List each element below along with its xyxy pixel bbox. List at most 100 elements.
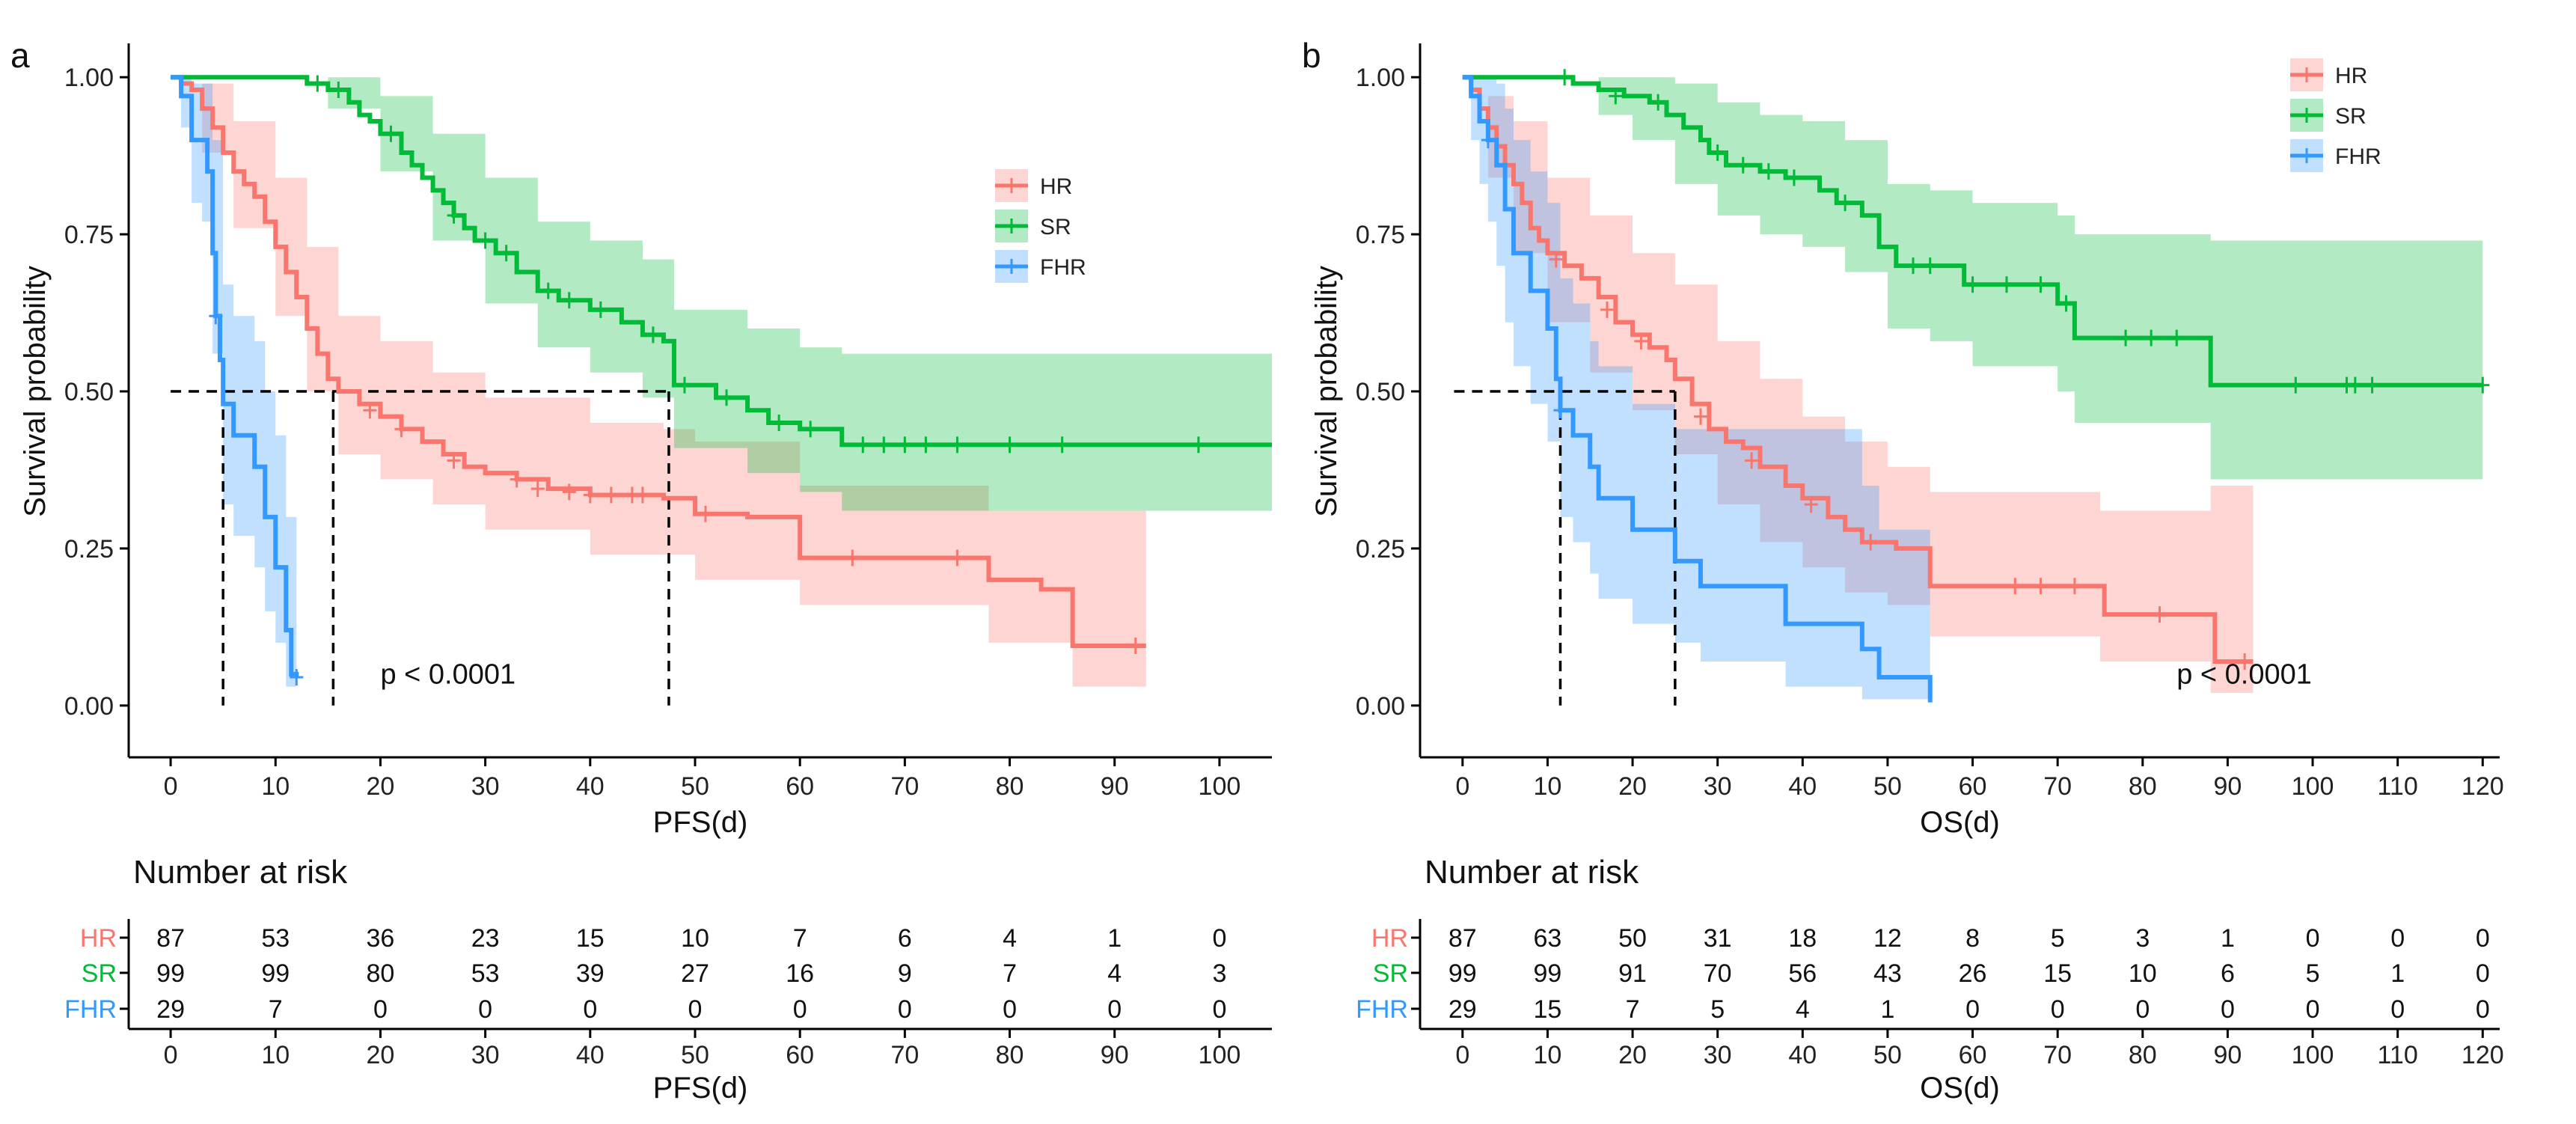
y-axis-title: Survival probability	[19, 266, 52, 517]
x-tick-label: 110	[2378, 772, 2418, 801]
censor-mark-fhr	[1481, 132, 1495, 149]
risk-x-tick-label: 100	[2292, 1041, 2334, 1069]
x-tick-label: 30	[1704, 772, 1732, 801]
risk-value: 8	[1965, 924, 1980, 953]
risk-value: 18	[1788, 924, 1817, 953]
risk-x-tick-label: 70	[890, 1041, 919, 1069]
x-tick-label: 70	[890, 772, 919, 801]
risk-value: 7	[1003, 959, 1017, 988]
risk-value: 99	[156, 959, 185, 988]
risk-value: 53	[471, 959, 500, 988]
censor-mark-sr	[646, 326, 660, 343]
risk-value: 5	[2051, 924, 2065, 953]
ci-band-fhr	[171, 77, 297, 700]
risk-value: 99	[261, 959, 290, 988]
risk-x-tick-label: 80	[996, 1041, 1024, 1069]
legend-label-fhr: FHR	[2335, 144, 2381, 169]
censor-mark-sr	[447, 207, 461, 224]
x-tick-label: 100	[2292, 772, 2334, 801]
censor-mark-sr	[1558, 69, 1572, 86]
risk-value: 27	[681, 959, 709, 988]
censor-mark-sr	[1923, 257, 1937, 275]
risk-value: 1	[1880, 995, 1894, 1024]
censor-mark-sr	[1761, 163, 1775, 180]
risk-x-tick-label: 90	[2213, 1041, 2242, 1069]
risk-value: 0	[2476, 924, 2490, 953]
x-tick-label: 70	[2043, 772, 2072, 801]
risk-row-label-hr: HR	[1371, 924, 1408, 953]
censor-mark-hr	[2008, 578, 2022, 595]
risk-value: 7	[269, 995, 283, 1024]
risk-value: 70	[1704, 959, 1732, 988]
risk-value: 5	[2306, 959, 2320, 988]
legend-label-sr: SR	[1040, 215, 1071, 239]
risk-value: 0	[2306, 924, 2320, 953]
x-tick-label: 60	[1959, 772, 1987, 801]
ci-band-sr	[171, 77, 1273, 511]
risk-value: 0	[478, 995, 492, 1024]
x-tick-label: 90	[1101, 772, 1129, 801]
risk-value: 0	[1965, 995, 1980, 1024]
ci-band-fhr	[1462, 77, 1930, 706]
censor-mark-sr	[1787, 169, 1801, 186]
survival-curve-fhr	[1462, 75, 1933, 703]
risk-value: 29	[1448, 995, 1477, 1024]
risk-value: 99	[1534, 959, 1562, 988]
risk-value: 56	[1788, 959, 1817, 988]
risk-value: 15	[1534, 995, 1562, 1024]
y-tick-label: 0.75	[64, 221, 114, 249]
risk-value: 16	[786, 959, 814, 988]
risk-x-tick-label: 110	[2378, 1041, 2418, 1069]
censor-mark-hr	[1549, 251, 1563, 268]
risk-row-label-sr: SR	[1373, 959, 1408, 988]
censor-mark-sr	[1609, 88, 1623, 105]
censor-mark-sr	[310, 75, 325, 92]
censor-mark-sr	[950, 436, 964, 453]
censor-mark-sr	[2034, 276, 2048, 293]
survival-curve-fhr	[171, 75, 299, 678]
censor-mark-sr	[1965, 276, 1980, 293]
risk-value: 0	[2390, 924, 2405, 953]
panel-a: a0.000.250.500.751.000 10 20 30 40 50 60 70 80 90…	[10, 36, 1273, 1105]
censor-mark-sr	[2365, 376, 2379, 394]
censor-mark-hr	[1600, 301, 1614, 318]
censor-mark-hr	[2238, 653, 2252, 671]
y-tick-label: 0.25	[64, 535, 114, 563]
censor-mark-hr	[604, 486, 618, 504]
y-tick-label: 1.00	[64, 64, 114, 92]
risk-x-axis-title: PFS(d)	[653, 1072, 748, 1105]
censor-mark-sr	[2348, 376, 2362, 394]
x-tick-label: 40	[1788, 772, 1817, 801]
risk-value: 0	[373, 995, 388, 1024]
risk-value: 0	[2476, 959, 2490, 988]
p-value: p < 0.0001	[380, 659, 515, 690]
risk-value: 4	[1796, 995, 1810, 1024]
censor-mark-hr	[950, 549, 964, 566]
risk-row-label-sr: SR	[82, 959, 117, 988]
risk-row-label-fhr: FHR	[64, 995, 117, 1024]
censor-mark-hr	[583, 486, 597, 504]
risk-value: 7	[793, 924, 807, 953]
risk-x-tick-label: 90	[1101, 1041, 1129, 1069]
censor-mark-sr	[384, 125, 398, 142]
legend-label-hr: HR	[1040, 174, 1072, 199]
censor-mark-sr	[478, 232, 492, 249]
y-tick-label: 0.50	[1356, 378, 1405, 406]
risk-value: 80	[367, 959, 395, 988]
risk-x-tick-label: 10	[261, 1041, 290, 1069]
panel-b: b0.000.250.500.751.000 10 20 30 40 50 60 70 80 90…	[1302, 36, 2504, 1105]
censor-mark-hr	[2153, 606, 2167, 623]
censor-mark-sr	[898, 436, 912, 453]
x-tick-label: 60	[786, 772, 814, 801]
censor-mark-sr	[1003, 436, 1017, 453]
risk-value: 39	[576, 959, 605, 988]
censor-mark-hr	[635, 486, 649, 504]
x-tick-label: 120	[2462, 772, 2504, 801]
censor-mark-hr	[2034, 578, 2048, 595]
censor-mark-sr	[1906, 257, 1921, 275]
censor-mark-hr	[562, 483, 576, 501]
risk-value: 4	[1107, 959, 1122, 988]
censor-mark-sr	[499, 245, 513, 262]
censor-mark-hr	[1128, 638, 1142, 655]
